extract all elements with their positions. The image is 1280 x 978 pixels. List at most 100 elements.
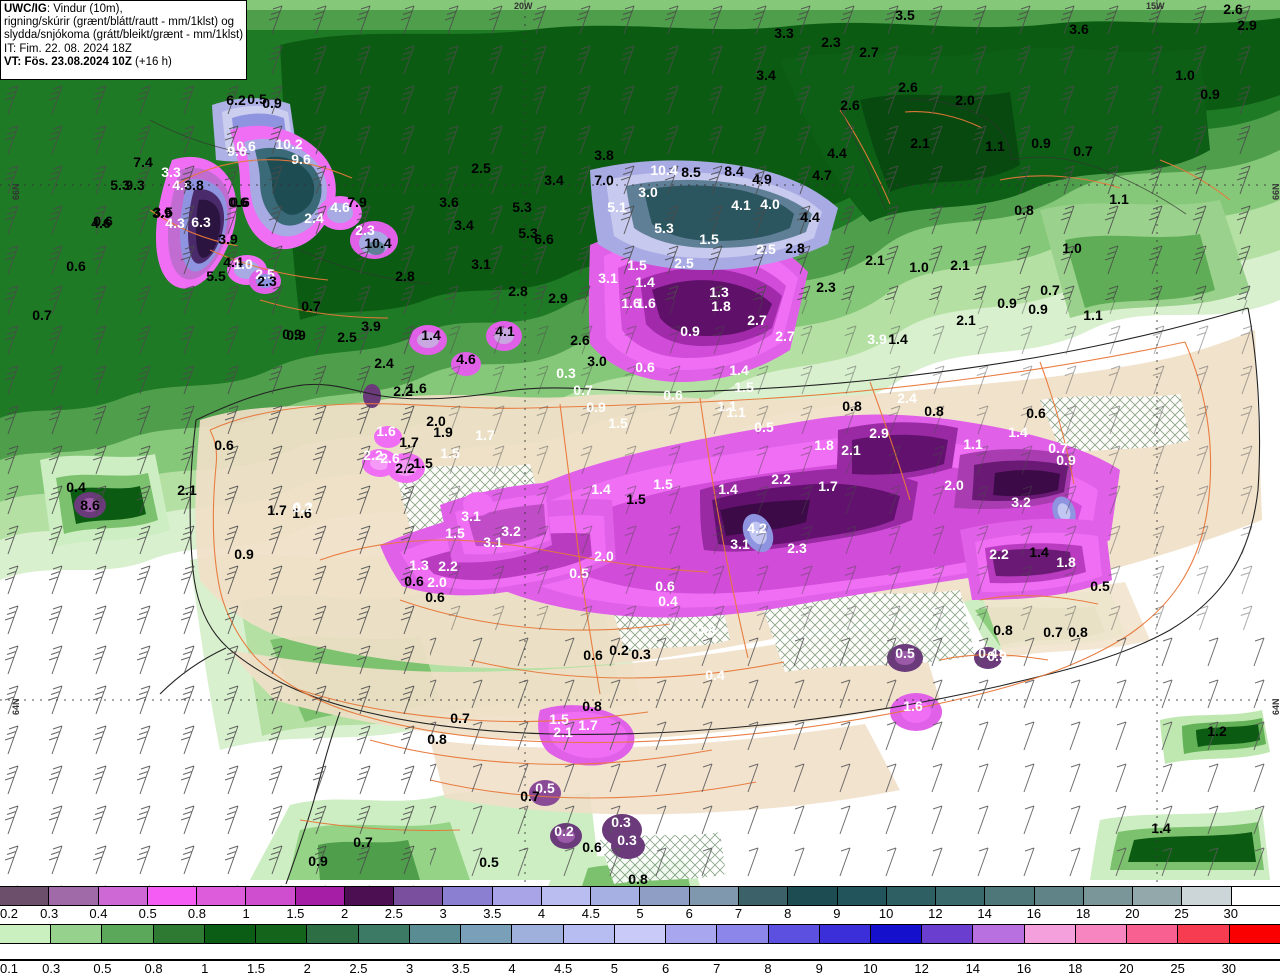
precip-value-label: 1.5 bbox=[734, 379, 754, 395]
colorbar-segment[interactable] bbox=[295, 887, 345, 905]
colorbar-segment[interactable] bbox=[409, 925, 462, 943]
colorbar-segment[interactable] bbox=[1231, 887, 1280, 905]
colorbar-segment[interactable] bbox=[98, 887, 148, 905]
colorbar-tick-label: 1.5 bbox=[246, 961, 266, 976]
precip-value-label: 6.3 bbox=[191, 214, 211, 230]
precip-value-label: 2.5 bbox=[756, 241, 776, 257]
colorbar-segment[interactable] bbox=[394, 887, 444, 905]
colorbar-segment[interactable] bbox=[204, 925, 257, 943]
precip-value-label: 2.7 bbox=[859, 44, 879, 60]
colorbar-segment[interactable] bbox=[197, 887, 247, 905]
legend-panel: 0.2 0.3 0.4 0.5 0.8 1 1.5 2 2.5 3 3.5 4 4.5 5 6 7 8 9 10 12… bbox=[0, 886, 1280, 976]
colorbar-segment[interactable] bbox=[768, 925, 820, 943]
rain-colorbar[interactable] bbox=[0, 924, 1280, 944]
precip-value-label: 0.3 bbox=[556, 365, 576, 381]
precip-value-label: 2.6 bbox=[898, 79, 918, 95]
colorbar-segment[interactable] bbox=[689, 887, 739, 905]
colorbar-segment[interactable] bbox=[985, 887, 1035, 905]
colorbar-segment[interactable] bbox=[819, 925, 871, 943]
colorbar-segment[interactable] bbox=[1182, 887, 1232, 905]
colorbar-segment[interactable] bbox=[51, 925, 103, 943]
colorbar-segment[interactable] bbox=[1127, 925, 1179, 943]
precip-value-label: 2.4 bbox=[897, 390, 917, 406]
colorbar-segment[interactable] bbox=[973, 925, 1025, 943]
colorbar-segment[interactable] bbox=[1133, 887, 1183, 905]
precip-value-label: 0.6 bbox=[663, 387, 683, 403]
colorbar-segment[interactable] bbox=[0, 887, 50, 905]
colorbar-tick-label: 10 bbox=[863, 961, 878, 976]
colorbar-segment[interactable] bbox=[102, 925, 154, 943]
colorbar-segment[interactable] bbox=[256, 925, 308, 943]
colorbar-segment[interactable] bbox=[1034, 887, 1084, 905]
rain-colorbar-wrap bbox=[0, 924, 1280, 944]
colorbar-segment[interactable] bbox=[307, 925, 359, 943]
colorbar-tick-label: 12 bbox=[914, 961, 929, 976]
colorbar-segment[interactable] bbox=[837, 887, 887, 905]
precip-value-label: 0.5 bbox=[895, 645, 915, 661]
colorbar-segment[interactable] bbox=[717, 925, 769, 943]
precip-value-label: 1.5 bbox=[627, 257, 647, 273]
precip-value-label: 4.6 bbox=[91, 215, 111, 231]
colorbar-segment[interactable] bbox=[1229, 925, 1280, 943]
weather-map-svg[interactable]: 3.53.62.62.93.32.32.73.42.62.62.01.00.92… bbox=[0, 0, 1280, 886]
colorbar-segment[interactable] bbox=[886, 887, 937, 905]
precip-value-label: 0.4 bbox=[658, 593, 678, 609]
colorbar-segment[interactable] bbox=[358, 925, 410, 943]
precip-value-label: 2.9 bbox=[548, 290, 568, 306]
precip-value-label: 3.6 bbox=[439, 194, 459, 210]
precip-value-label: 1.6 bbox=[903, 698, 923, 714]
precip-value-label: 1.4 bbox=[1008, 424, 1028, 440]
colorbar-tick-label: 20 bbox=[1125, 906, 1140, 921]
colorbar-segment[interactable] bbox=[153, 925, 205, 943]
colorbar-segment[interactable] bbox=[49, 887, 99, 905]
precip-value-label: 7.9 bbox=[347, 194, 367, 210]
colorbar-segment[interactable] bbox=[922, 925, 974, 943]
precip-value-label: 0.4 bbox=[66, 479, 86, 495]
precip-value-label: 2.0 bbox=[427, 574, 447, 590]
map-area[interactable]: 3.5 3.6 2.6 2.9 3.3 2.3 2.7 3.4 2.6 2.6 2.0 1.0 0.9 2… bbox=[0, 0, 1280, 886]
precip-value-label: 1.5 bbox=[608, 415, 628, 431]
colorbar-segment[interactable] bbox=[0, 925, 52, 943]
colorbar-segment[interactable] bbox=[936, 887, 986, 905]
colorbar-segment[interactable] bbox=[563, 925, 615, 943]
colorbar-segment[interactable] bbox=[512, 925, 564, 943]
precip-value-label: 4.7 bbox=[812, 167, 832, 183]
colorbar-segment[interactable] bbox=[492, 887, 542, 905]
precip-value-label: 1.4 bbox=[591, 481, 611, 497]
precip-value-label: 2.4 bbox=[374, 355, 394, 371]
colorbar-segment[interactable] bbox=[738, 887, 789, 905]
precip-value-label: 3.6 bbox=[1069, 21, 1089, 37]
precip-value-label: 2.1 bbox=[841, 442, 861, 458]
precip-value-label: 0.9 bbox=[680, 323, 700, 339]
colorbar-segment[interactable] bbox=[614, 925, 667, 943]
precip-value-label: 1.1 bbox=[726, 404, 746, 420]
colorbar-segment[interactable] bbox=[1083, 887, 1134, 905]
colorbar-segment[interactable] bbox=[147, 887, 198, 905]
colorbar-segment[interactable] bbox=[640, 887, 690, 905]
colorbar-segment[interactable] bbox=[666, 925, 718, 943]
precip-value-label: 0.2 bbox=[609, 642, 629, 658]
colorbar-segment[interactable] bbox=[591, 887, 641, 905]
precip-value-label: 9.6 bbox=[227, 143, 247, 159]
colorbar-segment[interactable] bbox=[1075, 925, 1128, 943]
colorbar-segment[interactable] bbox=[344, 887, 395, 905]
precip-value-label: 0.5 bbox=[1090, 578, 1110, 594]
precip-value-label: 1.9 bbox=[433, 424, 453, 440]
colorbar-tick-label: 16 bbox=[1026, 906, 1042, 921]
colorbar-segment[interactable] bbox=[788, 887, 838, 905]
colorbar-tick-label: 3.5 bbox=[451, 961, 470, 976]
colorbar-segment[interactable] bbox=[1178, 925, 1230, 943]
colorbar-segment[interactable] bbox=[870, 925, 923, 943]
snow-colorbar[interactable] bbox=[0, 886, 1280, 906]
graticule-label-left-64n: 64N bbox=[11, 698, 21, 715]
precip-value-label: 1.3 bbox=[709, 284, 729, 300]
colorbar-segment[interactable] bbox=[461, 925, 513, 943]
colorbar-segment[interactable] bbox=[541, 887, 592, 905]
colorbar-segment[interactable] bbox=[1024, 925, 1076, 943]
colorbar-tick-label: 14 bbox=[965, 961, 981, 976]
colorbar-tick-label: 1 bbox=[242, 906, 250, 921]
precip-value-label: 1.4 bbox=[888, 331, 908, 347]
precip-value-label: 1.5 bbox=[549, 711, 569, 727]
colorbar-segment[interactable] bbox=[246, 887, 296, 905]
colorbar-segment[interactable] bbox=[443, 887, 493, 905]
